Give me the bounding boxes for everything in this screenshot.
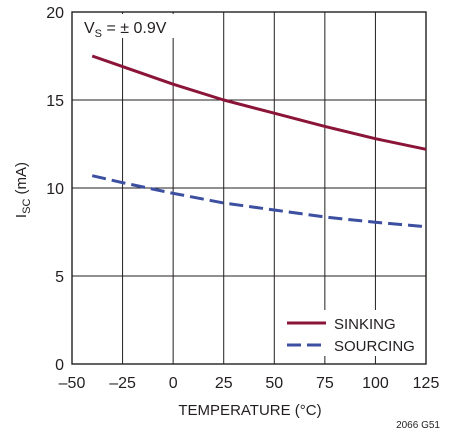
- y-tick-label: 0: [55, 357, 64, 374]
- y-axis-label: ISC (mA): [13, 162, 33, 218]
- legend-label-sourcing: SOURCING: [334, 338, 415, 355]
- x-tick-label: –25: [109, 375, 136, 392]
- series-line-sinking: [91, 54, 427, 151]
- x-axis-label: TEMPERATURE (°C): [178, 402, 321, 419]
- y-tick-label: 10: [46, 181, 64, 198]
- plot-frame: [71, 11, 427, 365]
- supply-voltage-annotation: VS = ± 0.9V: [84, 20, 167, 40]
- legend-label-sinking: SINKING: [334, 316, 396, 333]
- annotation-background: [80, 14, 180, 38]
- y-tick-labels: 0 5 10 15 20: [46, 5, 64, 374]
- y-axis-label-prefix: I: [13, 214, 30, 218]
- y-tick-label: 5: [55, 269, 64, 286]
- x-tick-label: 25: [215, 375, 233, 392]
- x-tick-label: 100: [362, 375, 389, 392]
- x-tick-label: 0: [169, 375, 178, 392]
- y-axis-label-suffix: (mA): [13, 162, 30, 199]
- x-tick-label: –50: [59, 375, 86, 392]
- x-tick-label: 50: [265, 375, 283, 392]
- annotation-subscript: S: [95, 28, 102, 40]
- y-tick-label: 15: [46, 93, 64, 110]
- x-tick-label: 75: [316, 375, 334, 392]
- x-tick-labels: –50 –25 0 25 50 75 100 125: [59, 375, 440, 392]
- y-axis-label-subscript: SC: [21, 199, 33, 214]
- y-tick-label: 20: [46, 5, 64, 22]
- x-tick-label: 125: [413, 375, 440, 392]
- legend-background: [282, 310, 420, 356]
- annotation-suffix: = ± 0.9V: [102, 20, 167, 37]
- figure-id: 2066 G51: [396, 420, 440, 431]
- data-series: [91, 54, 427, 229]
- series-line-sourcing: [91, 174, 427, 229]
- annotation-prefix: V: [84, 20, 95, 37]
- legend: SINKING SOURCING: [282, 310, 420, 356]
